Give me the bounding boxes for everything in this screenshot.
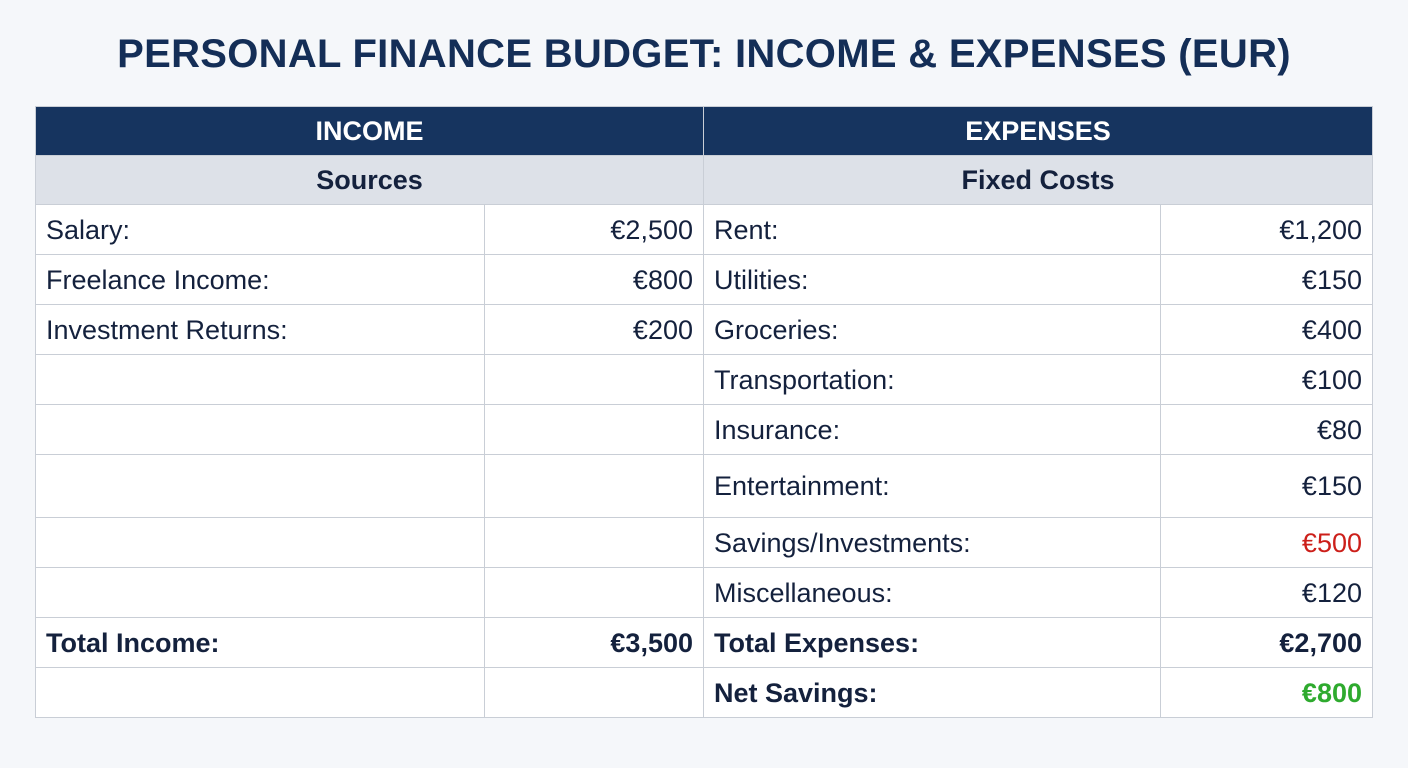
table-row: Investment Returns: €200 Groceries: €400: [35, 304, 1373, 355]
expense-amount: €120: [1160, 567, 1373, 618]
table-row: Savings/Investments: €500: [35, 517, 1373, 568]
empty-cell: [35, 354, 485, 405]
table-row: Miscellaneous: €120: [35, 567, 1373, 618]
expense-label: Utilities:: [703, 254, 1161, 305]
empty-cell: [484, 454, 704, 518]
net-savings-row: Net Savings: €800: [35, 667, 1373, 718]
budget-table: INCOME EXPENSES Sources Fixed Costs Sala…: [35, 106, 1373, 718]
income-amount: €2,500: [484, 204, 704, 255]
expense-label: Rent:: [703, 204, 1161, 255]
expenses-header: EXPENSES: [703, 106, 1373, 156]
empty-cell: [35, 567, 485, 618]
empty-cell: [484, 567, 704, 618]
expense-label: Entertainment:: [703, 454, 1161, 518]
table-row: Salary: €2,500 Rent: €1,200: [35, 204, 1373, 255]
total-income-label: Total Income:: [35, 617, 485, 668]
expense-amount: €150: [1160, 254, 1373, 305]
empty-cell: [35, 667, 485, 718]
table-row: Insurance: €80: [35, 404, 1373, 455]
expenses-subheader: Fixed Costs: [703, 155, 1373, 205]
expense-amount: €100: [1160, 354, 1373, 405]
expense-amount: €1,200: [1160, 204, 1373, 255]
income-label: Salary:: [35, 204, 485, 255]
empty-cell: [484, 404, 704, 455]
empty-cell: [484, 667, 704, 718]
table-row: Entertainment: €150: [35, 454, 1373, 518]
expense-amount: €150: [1160, 454, 1373, 518]
page-title: PERSONAL FINANCE BUDGET: INCOME & EXPENS…: [117, 32, 1291, 76]
expense-label: Savings/Investments:: [703, 517, 1161, 568]
income-subheader: Sources: [35, 155, 704, 205]
table-row: Transportation: €100: [35, 354, 1373, 405]
net-savings-amount: €800: [1160, 667, 1373, 718]
empty-cell: [35, 454, 485, 518]
empty-cell: [35, 517, 485, 568]
expense-label: Transportation:: [703, 354, 1161, 405]
empty-cell: [484, 517, 704, 568]
subheader-row: Sources Fixed Costs: [35, 155, 1373, 205]
expense-label: Miscellaneous:: [703, 567, 1161, 618]
expense-label: Insurance:: [703, 404, 1161, 455]
savings-investments-amount: €500: [1160, 517, 1373, 568]
income-label: Freelance Income:: [35, 254, 485, 305]
expense-amount: €80: [1160, 404, 1373, 455]
empty-cell: [484, 354, 704, 405]
totals-row: Total Income: €3,500 Total Expenses: €2,…: [35, 617, 1373, 668]
expense-label: Groceries:: [703, 304, 1161, 355]
table-row: Freelance Income: €800 Utilities: €150: [35, 254, 1373, 305]
section-header-row: INCOME EXPENSES: [35, 106, 1373, 156]
expense-amount: €400: [1160, 304, 1373, 355]
total-income-amount: €3,500: [484, 617, 704, 668]
net-savings-label: Net Savings:: [703, 667, 1161, 718]
empty-cell: [35, 404, 485, 455]
income-amount: €800: [484, 254, 704, 305]
income-header: INCOME: [35, 106, 704, 156]
total-expenses-label: Total Expenses:: [703, 617, 1161, 668]
income-amount: €200: [484, 304, 704, 355]
total-expenses-amount: €2,700: [1160, 617, 1373, 668]
income-label: Investment Returns:: [35, 304, 485, 355]
